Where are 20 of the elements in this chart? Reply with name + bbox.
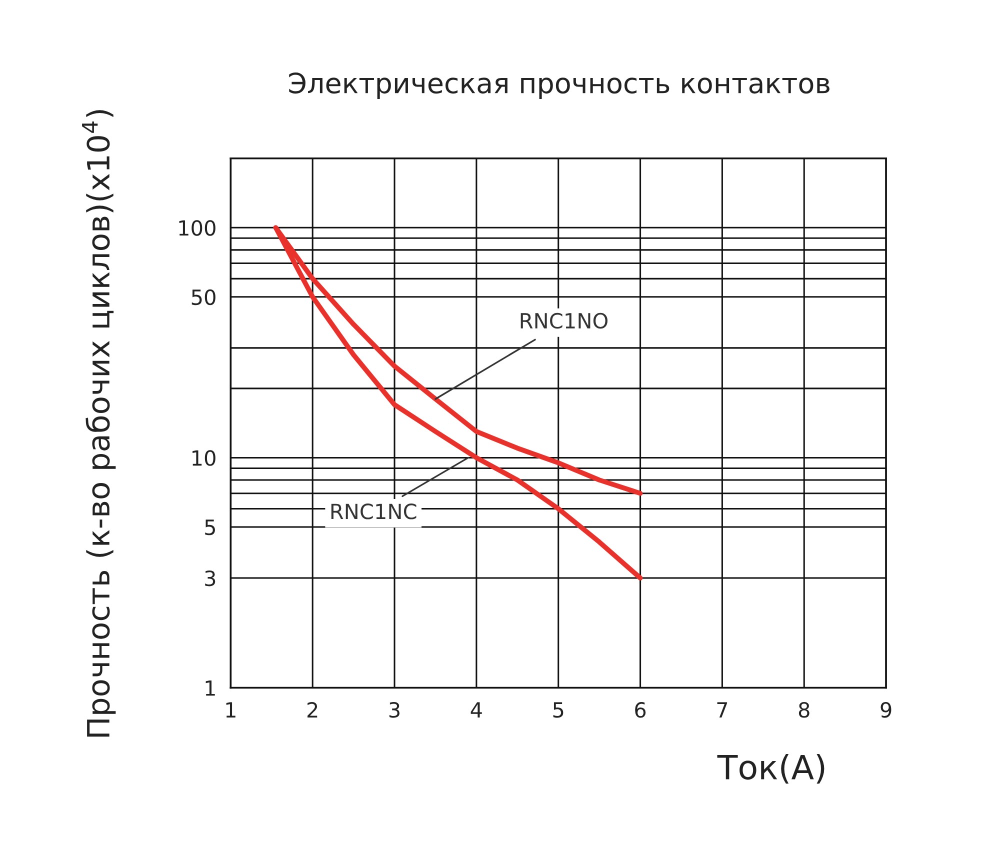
y-axis-title: Прочность (к-во рабочих циклов)(x10$^{4}$) — [82, 110, 116, 737]
y-tick-label: 3 — [205, 570, 216, 586]
chart-title: Электрическая прочность контактов — [289, 72, 830, 99]
x-tick-label: 3 — [389, 702, 400, 718]
x-tick-label: 5 — [553, 702, 564, 718]
x-tick-label: 8 — [798, 702, 810, 718]
y-tick-label: 5 — [205, 520, 215, 536]
y-tick-label: 50 — [192, 289, 216, 306]
y-tick-label: 1 — [206, 680, 215, 696]
y-tick-label: 10 — [192, 450, 216, 466]
annotation: RNC1NC — [331, 504, 416, 520]
x-tick-label: 1 — [226, 702, 236, 718]
x-axis-title: Ток(A) — [717, 754, 824, 784]
x-tick-label: 7 — [717, 702, 728, 718]
x-tick-label: 9 — [880, 702, 892, 718]
annotation: RNC1NO — [520, 312, 608, 329]
x-tick-label: 6 — [635, 702, 646, 718]
x-tick-label: 4 — [470, 702, 482, 718]
x-tick-label: 2 — [307, 702, 318, 718]
y-tick-label: 100 — [179, 220, 216, 236]
